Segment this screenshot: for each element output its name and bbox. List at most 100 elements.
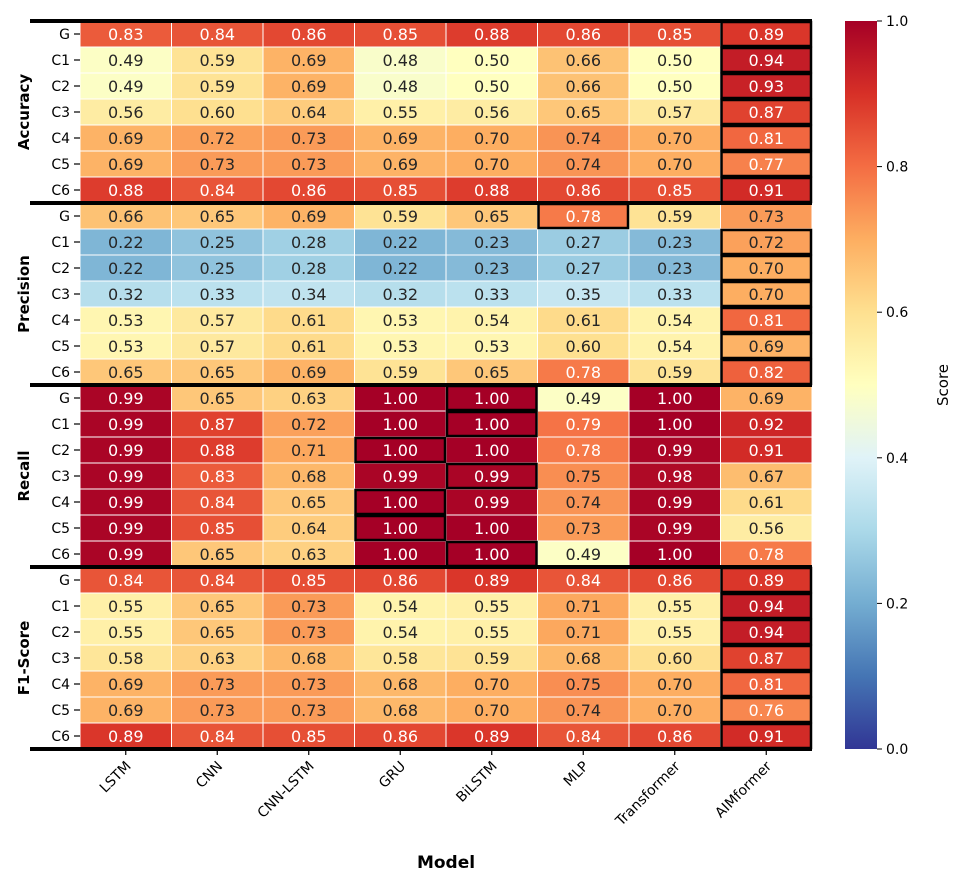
cell-value: 0.76 xyxy=(748,701,784,720)
best-cell-highlight xyxy=(720,592,813,620)
cell-value: 0.57 xyxy=(657,103,693,122)
cell-value: 0.69 xyxy=(382,155,418,174)
heatmap-cell xyxy=(171,280,264,308)
cell-value: 0.87 xyxy=(748,649,784,668)
heatmap-cell xyxy=(537,358,630,386)
cell-value: 0.70 xyxy=(474,701,510,720)
heatmap-cell xyxy=(79,306,172,334)
cell-value: 1.00 xyxy=(657,415,693,434)
cell-value: 0.84 xyxy=(199,493,235,512)
cell-value: 0.73 xyxy=(565,519,601,538)
cell-value: 0.49 xyxy=(565,545,601,564)
best-cell-highlight xyxy=(720,306,813,334)
colorbar-tick-label: 0.4 xyxy=(886,451,908,467)
heatmap-cell xyxy=(354,514,447,542)
heatmap-cell xyxy=(628,670,721,698)
column-label: BiLSTM xyxy=(453,759,500,806)
row-label: C2 xyxy=(51,79,70,95)
column-label: LSTM xyxy=(97,759,135,797)
row-label: C5 xyxy=(51,703,70,719)
cell-value: 1.00 xyxy=(657,545,693,564)
cell-value: 0.70 xyxy=(657,155,693,174)
cell-value: 0.86 xyxy=(657,727,693,746)
column-label: CNN-LSTM xyxy=(255,759,318,822)
heatmap-cell xyxy=(354,228,447,256)
cell-value: 1.00 xyxy=(382,415,418,434)
heatmap-cell xyxy=(537,436,630,464)
cell-value: 0.85 xyxy=(199,519,235,538)
heatmap-cell xyxy=(354,332,447,360)
heatmap-cell xyxy=(628,644,721,672)
heatmap-cell xyxy=(171,540,264,568)
heatmap-cell xyxy=(720,410,813,438)
heatmap-cell xyxy=(79,254,172,282)
cell-value: 0.73 xyxy=(291,701,327,720)
cell-value: 1.00 xyxy=(474,415,510,434)
heatmap-cell xyxy=(79,644,172,672)
colorbar-tick-label: 0.2 xyxy=(886,596,908,612)
cell-value: 1.00 xyxy=(382,545,418,564)
cell-value: 0.32 xyxy=(382,285,418,304)
heatmap-cell xyxy=(628,618,721,646)
heatmap-cell xyxy=(720,306,813,334)
cell-value: 0.99 xyxy=(108,441,144,460)
heatmap-cell xyxy=(171,670,264,698)
heatmap-cell xyxy=(171,150,264,178)
cell-value: 0.50 xyxy=(474,77,510,96)
cell-value: 0.65 xyxy=(291,493,327,512)
heatmap-cell xyxy=(354,254,447,282)
cell-value: 0.59 xyxy=(382,363,418,382)
cell-value: 0.81 xyxy=(748,675,784,694)
heatmap-cell xyxy=(262,384,355,412)
cell-value: 0.73 xyxy=(291,597,327,616)
cell-value: 0.94 xyxy=(748,623,784,642)
heatmap-cell xyxy=(537,72,630,100)
heatmap-cell xyxy=(537,696,630,724)
row-label: G xyxy=(59,209,70,225)
cell-value: 0.53 xyxy=(382,311,418,330)
heatmap-cell xyxy=(720,540,813,568)
cell-value: 0.59 xyxy=(657,363,693,382)
heatmap-cell xyxy=(445,228,538,256)
cell-value: 0.73 xyxy=(291,675,327,694)
heatmap-cell xyxy=(262,98,355,126)
cell-value: 0.55 xyxy=(382,103,418,122)
heatmap-cell xyxy=(262,618,355,646)
cell-value: 0.53 xyxy=(108,337,144,356)
column-label: Transformer xyxy=(612,758,684,830)
cell-value: 0.99 xyxy=(657,441,693,460)
cell-value: 0.94 xyxy=(748,51,784,70)
heatmap-cell xyxy=(171,410,264,438)
cell-value: 0.70 xyxy=(474,129,510,148)
cell-value: 0.89 xyxy=(748,571,784,590)
cell-value: 0.99 xyxy=(108,545,144,564)
cell-value: 1.00 xyxy=(474,441,510,460)
row-label: C5 xyxy=(51,157,70,173)
cell-value: 0.54 xyxy=(657,311,693,330)
cell-value: 0.78 xyxy=(748,545,784,564)
heatmap-cell xyxy=(537,670,630,698)
cell-value: 0.75 xyxy=(565,467,601,486)
heatmap-cell xyxy=(262,358,355,386)
colorbar-tick-label: 0.6 xyxy=(886,305,908,321)
heatmap-cell xyxy=(262,72,355,100)
heatmap-cell xyxy=(445,254,538,282)
cell-value: 0.49 xyxy=(108,51,144,70)
cell-value: 0.65 xyxy=(199,389,235,408)
cell-value: 0.61 xyxy=(291,311,327,330)
cell-value: 0.55 xyxy=(474,597,510,616)
cell-value: 0.99 xyxy=(108,519,144,538)
cell-value: 0.64 xyxy=(291,103,327,122)
cell-value: 0.53 xyxy=(108,311,144,330)
row-label: C6 xyxy=(51,365,70,381)
cell-value: 0.70 xyxy=(474,675,510,694)
cell-value: 0.69 xyxy=(291,363,327,382)
cell-value: 0.91 xyxy=(748,727,784,746)
cell-value: 0.83 xyxy=(199,467,235,486)
heatmap-cell xyxy=(445,722,538,750)
heatmap-cell xyxy=(171,254,264,282)
cell-value: 0.68 xyxy=(565,649,601,668)
heatmap-cell xyxy=(262,280,355,308)
cell-value: 0.55 xyxy=(657,623,693,642)
cell-value: 0.83 xyxy=(108,25,144,44)
